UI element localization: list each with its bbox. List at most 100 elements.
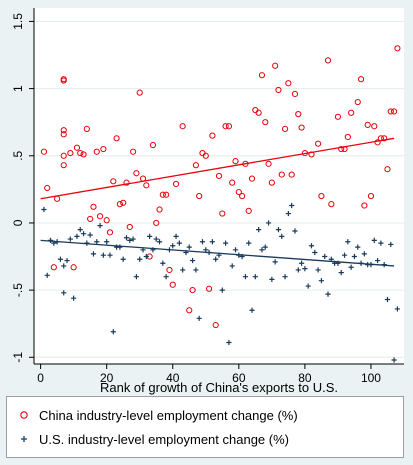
data-point bbox=[173, 233, 179, 239]
data-point bbox=[77, 149, 84, 157]
data-point bbox=[123, 179, 130, 186]
data-point bbox=[153, 236, 159, 242]
data-point bbox=[262, 119, 269, 126]
data-point bbox=[265, 220, 272, 226]
series-0 bbox=[40, 45, 401, 329]
legend: China industry-level employment change (… bbox=[6, 396, 404, 458]
data-point bbox=[203, 247, 209, 253]
data-point bbox=[202, 152, 209, 159]
x-tick-label: 20 bbox=[100, 371, 114, 385]
y-tick-label: .5 bbox=[11, 150, 25, 160]
x-tick-label: 80 bbox=[298, 371, 312, 385]
data-point bbox=[127, 237, 133, 244]
gridlines bbox=[34, 20, 404, 358]
data-point bbox=[61, 263, 67, 269]
data-point bbox=[110, 178, 117, 185]
data-point bbox=[163, 274, 169, 280]
data-point bbox=[328, 201, 335, 208]
data-point bbox=[232, 158, 239, 165]
data-point bbox=[73, 144, 81, 151]
data-point bbox=[348, 109, 355, 116]
data-point bbox=[196, 192, 203, 200]
data-point bbox=[117, 244, 123, 250]
data-point bbox=[288, 171, 295, 178]
data-point bbox=[235, 188, 242, 196]
data-point bbox=[262, 244, 268, 250]
data-point bbox=[242, 274, 249, 280]
data-point bbox=[278, 171, 285, 178]
data-point bbox=[100, 145, 107, 153]
data-point bbox=[282, 274, 288, 280]
data-point bbox=[315, 267, 321, 273]
data-point bbox=[285, 80, 292, 87]
data-point bbox=[160, 260, 166, 266]
data-point bbox=[212, 321, 219, 329]
data-point bbox=[248, 175, 256, 182]
data-point bbox=[215, 172, 223, 180]
data-point bbox=[367, 192, 375, 200]
data-point bbox=[137, 256, 143, 262]
data-point bbox=[295, 111, 302, 118]
data-point bbox=[196, 315, 202, 321]
x-axis-title: Rank of growth of China's exports to U.S… bbox=[100, 380, 338, 395]
data-point bbox=[40, 148, 48, 155]
data-point bbox=[93, 148, 100, 155]
data-point bbox=[318, 278, 325, 284]
data-point bbox=[156, 239, 163, 245]
x-tick-label: 40 bbox=[166, 371, 180, 385]
data-point bbox=[106, 229, 114, 236]
data-point bbox=[259, 247, 265, 253]
data-point bbox=[166, 266, 173, 274]
data-point bbox=[361, 251, 367, 257]
data-point bbox=[357, 76, 365, 83]
data-point bbox=[193, 267, 199, 273]
data-point bbox=[275, 227, 282, 233]
data-point bbox=[225, 123, 233, 130]
data-point bbox=[143, 182, 150, 189]
data-point bbox=[169, 281, 176, 288]
data-point bbox=[394, 306, 400, 312]
data-point bbox=[116, 201, 123, 208]
legend-label-us: U.S. industry-level employment change (%… bbox=[39, 431, 289, 447]
data-point bbox=[103, 217, 110, 224]
data-point bbox=[80, 231, 87, 237]
data-point bbox=[80, 151, 87, 158]
plot-area bbox=[34, 8, 404, 364]
data-point bbox=[295, 267, 301, 273]
data-point bbox=[159, 191, 166, 198]
data-point bbox=[120, 256, 126, 262]
data-point bbox=[378, 240, 384, 246]
data-point bbox=[275, 86, 282, 94]
data-point bbox=[71, 295, 77, 301]
data-point bbox=[64, 257, 70, 264]
data-point bbox=[256, 227, 262, 233]
data-point bbox=[345, 239, 351, 245]
legend-label-china: China industry-level employment change (… bbox=[39, 407, 298, 423]
data-point bbox=[384, 166, 391, 173]
data-point bbox=[110, 329, 116, 335]
data-point bbox=[394, 45, 401, 52]
data-point bbox=[371, 237, 377, 244]
data-point bbox=[291, 90, 299, 98]
x-tick-label: 60 bbox=[232, 371, 246, 385]
data-point bbox=[97, 223, 103, 229]
data-point bbox=[387, 108, 394, 115]
y-tick-label: 0 bbox=[11, 219, 25, 226]
legend-item-us: U.S. industry-level employment change (%… bbox=[17, 429, 289, 449]
data-point bbox=[302, 266, 308, 272]
data-point bbox=[272, 62, 279, 69]
data-point bbox=[246, 240, 252, 246]
data-point bbox=[83, 125, 90, 133]
data-point bbox=[120, 199, 127, 206]
data-point bbox=[289, 202, 295, 209]
data-point bbox=[179, 123, 186, 130]
data-point bbox=[364, 121, 371, 128]
data-point bbox=[57, 256, 64, 262]
data-point bbox=[209, 239, 215, 245]
data-point bbox=[149, 141, 157, 149]
axes: -1 -.5 0 .5 1 1.5 0 20 40 60 80 100 bbox=[11, 8, 404, 385]
data-point bbox=[255, 109, 262, 116]
data-point bbox=[279, 233, 285, 239]
data-point bbox=[192, 162, 199, 169]
data-point bbox=[334, 113, 342, 120]
